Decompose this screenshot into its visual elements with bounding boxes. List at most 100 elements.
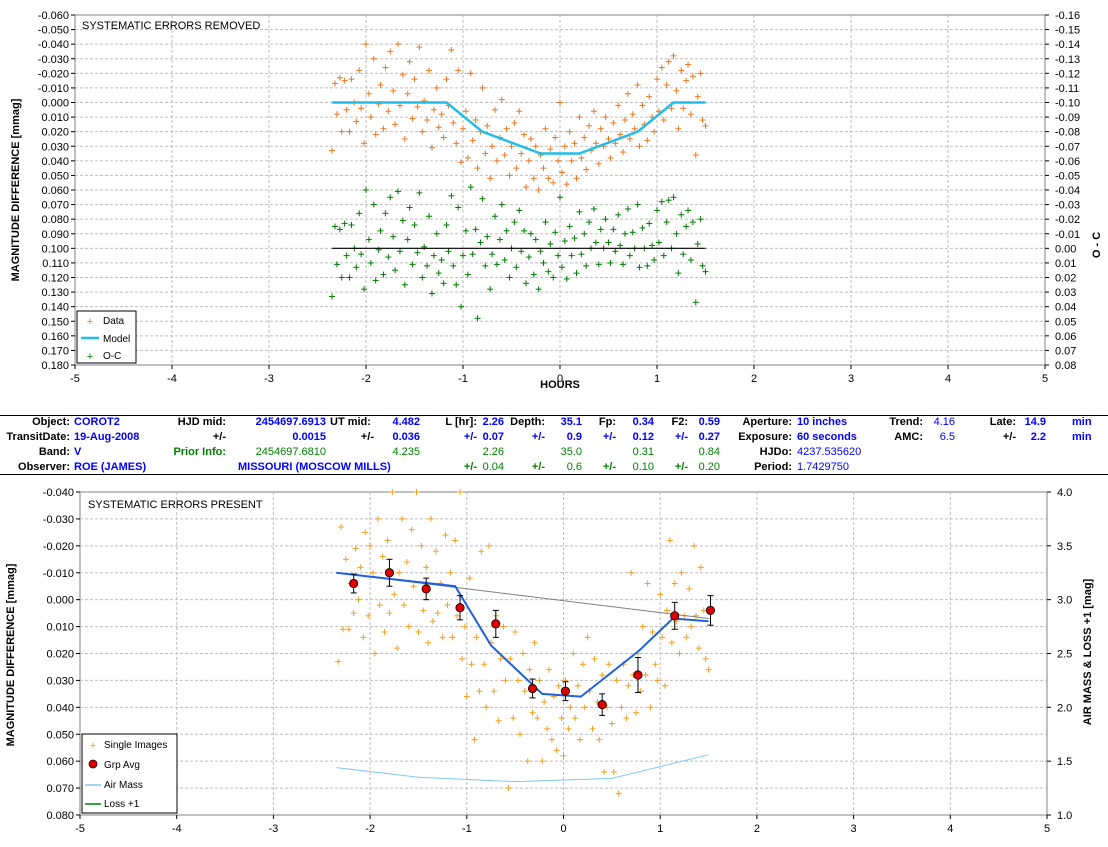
oc-point <box>523 280 530 287</box>
data-point <box>503 125 510 132</box>
single-image-point <box>418 542 425 549</box>
bottom-legend: + Single Images Grp Avg Air Mass Loss +1 <box>81 733 178 814</box>
oc-point <box>545 268 552 275</box>
depth-pm-label: +/- <box>531 431 545 443</box>
prior-depth-value: 35.0 <box>560 446 582 458</box>
single-image-point <box>555 682 562 689</box>
bottom-y2-ticks: 4.0 3.5 3.0 2.5 2.0 1.5 1.0 <box>1047 487 1072 822</box>
top-x-axis-label: HOURS <box>540 379 580 391</box>
oc-point <box>387 194 394 201</box>
data-point <box>607 154 614 161</box>
oc-point <box>583 262 590 269</box>
prior-l-pm-label: +/- <box>463 461 477 473</box>
oc-point <box>685 207 692 214</box>
single-image-point <box>529 709 536 716</box>
legend-model-label: Model <box>103 334 130 345</box>
oc-point <box>697 216 704 223</box>
data-point <box>658 64 665 71</box>
single-image-point <box>495 717 502 724</box>
data-point <box>401 135 408 142</box>
x-tick-label: 1 <box>654 373 660 385</box>
x-tick-label: -5 <box>75 823 85 835</box>
single-image-point <box>490 688 497 695</box>
oc-point <box>537 248 544 255</box>
top-model-line <box>332 101 706 155</box>
fp-value: 0.34 <box>632 416 654 428</box>
y-tick-label: -0.050 <box>38 25 69 37</box>
single-image-point <box>652 661 659 668</box>
data-point <box>631 125 638 132</box>
data-point <box>469 137 476 144</box>
fp-pm-label: +/- <box>602 431 616 443</box>
oc-point <box>390 233 397 240</box>
oc-point <box>639 224 646 231</box>
bottom-chart: -0.040 -0.030 -0.020 -0.010 0.000 0.010 0.020 0… <box>5 487 1094 835</box>
oc-point <box>346 274 353 281</box>
data-point <box>387 48 394 55</box>
single-image-point <box>454 612 461 619</box>
object-label: Object: <box>32 416 70 428</box>
y-tick-label: 0.060 <box>46 756 74 768</box>
y-tick-label: 0.110 <box>42 258 69 270</box>
oc-point <box>348 222 355 228</box>
y2-tick-label: -0.16 <box>1055 10 1080 22</box>
data-point <box>414 103 421 110</box>
hjd-pm-value: 0.0015 <box>292 431 326 443</box>
oc-point <box>506 274 513 281</box>
data-point <box>621 117 628 123</box>
bottom-air-mass-line <box>336 754 709 783</box>
single-image-point <box>458 655 465 662</box>
oc-point <box>333 261 340 268</box>
data-point <box>527 135 534 142</box>
ut-pm-value: 0.036 <box>392 431 420 443</box>
oc-point <box>479 195 486 202</box>
ut-mid-value: 4.482 <box>392 416 420 428</box>
data-point <box>535 187 542 193</box>
single-image-point <box>662 682 669 689</box>
data-point <box>663 82 670 88</box>
oc-point <box>385 254 392 261</box>
data-point <box>530 175 537 182</box>
oc-point <box>370 201 377 208</box>
single-image-point <box>357 564 364 571</box>
data-point <box>363 41 369 48</box>
data-point <box>346 128 353 135</box>
oc-point <box>487 286 494 293</box>
single-image-point <box>461 623 468 630</box>
single-image-point <box>647 704 654 711</box>
single-image-point <box>601 768 608 775</box>
data-point <box>399 71 406 78</box>
data-point <box>353 118 360 125</box>
oc-point <box>665 197 672 204</box>
single-image-point <box>500 623 507 630</box>
oc-point <box>338 274 345 281</box>
transit-date-label: TransitDate: <box>6 431 70 443</box>
single-image-point <box>413 489 420 495</box>
single-image-point <box>432 548 439 555</box>
oc-point <box>651 257 658 263</box>
late-pm-label: +/- <box>1002 431 1016 443</box>
y-tick-label: 0.010 <box>46 622 74 634</box>
single-image-point <box>591 655 598 662</box>
single-image-point <box>623 715 630 722</box>
legend-single-label: Single Images <box>104 740 167 751</box>
late-pm-unit: min <box>1072 431 1092 443</box>
ut-mid-label: UT mid: <box>330 416 371 428</box>
single-image-point <box>576 736 583 743</box>
oc-point <box>558 264 565 271</box>
oc-point <box>602 216 609 223</box>
oc-point <box>430 252 437 259</box>
y-tick-label: -0.060 <box>38 10 69 22</box>
data-point <box>498 96 505 103</box>
data-point <box>629 111 636 118</box>
oc-point <box>595 261 602 268</box>
data-point <box>440 134 447 141</box>
single-image-point <box>539 758 546 765</box>
single-image-point <box>400 602 407 609</box>
single-image-point <box>526 666 533 673</box>
oc-point <box>329 293 336 300</box>
data-point <box>602 114 609 121</box>
grp-avg-point <box>491 609 501 638</box>
table-top-border <box>0 415 1108 416</box>
